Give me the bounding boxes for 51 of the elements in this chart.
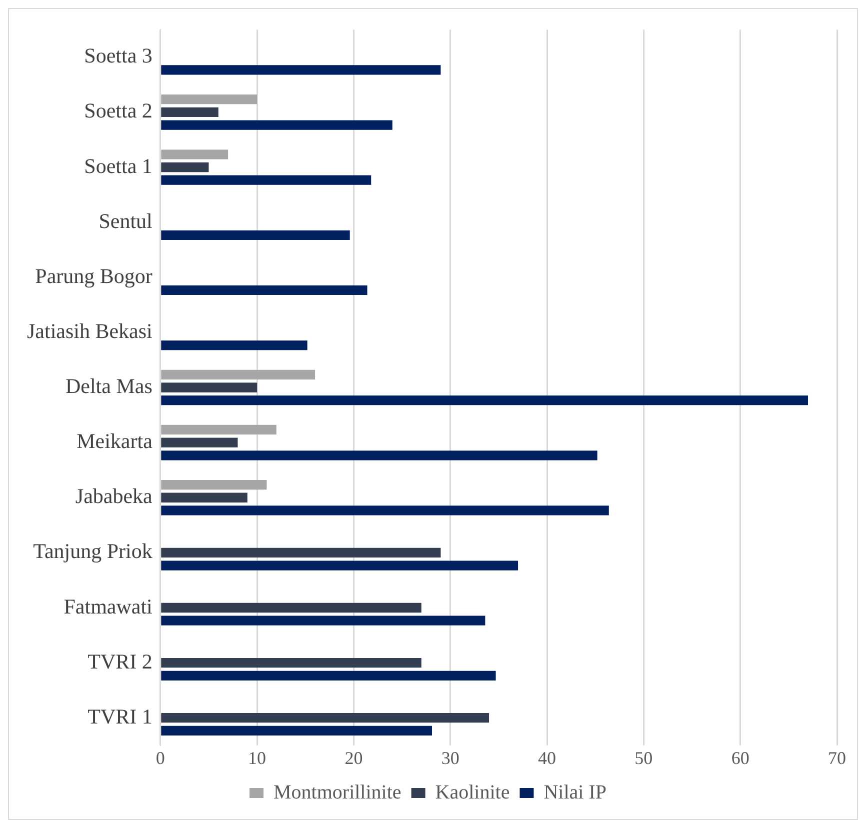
x-tick-label: 50 bbox=[634, 748, 653, 768]
x-tick-label: 20 bbox=[344, 748, 363, 768]
x-tick-label: 40 bbox=[538, 748, 556, 768]
y-tick-label: Tanjung Priok bbox=[33, 539, 153, 564]
bar bbox=[161, 230, 350, 240]
y-tick-label: TVRI 2 bbox=[88, 649, 152, 674]
bar bbox=[161, 438, 238, 448]
bar bbox=[161, 560, 518, 570]
y-tick-label: Meikarta bbox=[76, 429, 154, 454]
bar bbox=[161, 602, 422, 613]
y-tick-label: Fatmawati bbox=[64, 594, 153, 618]
bar bbox=[161, 658, 422, 668]
bar bbox=[161, 506, 609, 516]
y-tick-label: Delta Mas bbox=[65, 374, 152, 398]
y-tick-label: Parung Bogor bbox=[35, 264, 152, 288]
bar bbox=[161, 726, 432, 736]
y-tick-label: Jatiasih Bekasi bbox=[26, 318, 153, 343]
bar bbox=[161, 382, 258, 392]
legend-label: Kaolinite bbox=[435, 781, 510, 804]
y-tick-label: Soetta 3 bbox=[84, 44, 152, 68]
y-tick-label: Jababeka bbox=[75, 484, 154, 508]
bar bbox=[161, 94, 258, 104]
bar bbox=[161, 340, 308, 350]
bar bbox=[161, 120, 392, 130]
bar bbox=[161, 370, 316, 380]
x-tick-label: 30 bbox=[441, 748, 460, 768]
x-tick-label: 70 bbox=[828, 748, 846, 768]
y-tick-label: Soetta 1 bbox=[84, 154, 152, 178]
bar bbox=[161, 670, 496, 680]
bar bbox=[161, 65, 441, 75]
bar bbox=[161, 450, 598, 460]
y-tick-label: Soetta 2 bbox=[84, 98, 152, 123]
legend-label: Montmorillinite bbox=[274, 781, 402, 804]
y-tick-label: TVRI 1 bbox=[88, 704, 152, 728]
bar bbox=[161, 424, 276, 435]
bar bbox=[161, 396, 808, 406]
bar bbox=[161, 175, 372, 185]
y-tick-label: Sentul bbox=[98, 208, 153, 233]
x-tick-label: 10 bbox=[248, 748, 266, 768]
bar bbox=[161, 548, 441, 558]
bar bbox=[161, 480, 267, 490]
bar bbox=[161, 713, 490, 723]
x-tick-label: 60 bbox=[731, 748, 750, 768]
bar bbox=[161, 150, 228, 160]
bar bbox=[161, 285, 368, 296]
bar bbox=[161, 162, 209, 172]
bar bbox=[161, 616, 486, 626]
bar bbox=[161, 107, 218, 118]
x-tick-label: 0 bbox=[156, 748, 165, 768]
legend-label: Nilai IP bbox=[544, 781, 606, 804]
bar bbox=[161, 492, 248, 502]
